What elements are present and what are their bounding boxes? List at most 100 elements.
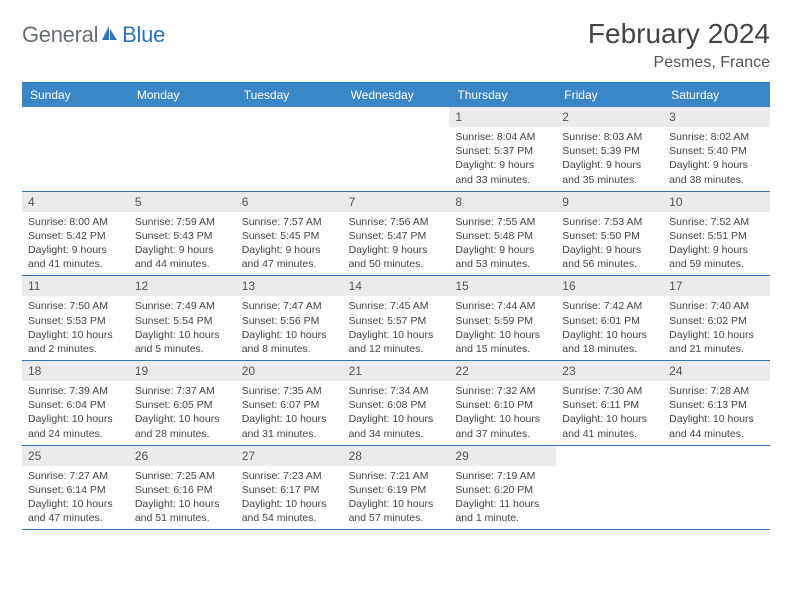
day-details: Sunrise: 7:40 AMSunset: 6:02 PMDaylight:… — [663, 296, 770, 360]
day-number: 5 — [129, 192, 236, 212]
day-number: 27 — [236, 446, 343, 466]
day-cell: 27Sunrise: 7:23 AMSunset: 6:17 PMDayligh… — [236, 446, 343, 530]
brand-part2: Blue — [122, 22, 165, 48]
weeks-container: 1Sunrise: 8:04 AMSunset: 5:37 PMDaylight… — [22, 107, 770, 530]
day-details: Sunrise: 7:57 AMSunset: 5:45 PMDaylight:… — [236, 212, 343, 276]
day-details: Sunrise: 7:49 AMSunset: 5:54 PMDaylight:… — [129, 296, 236, 360]
calendar-grid: SundayMondayTuesdayWednesdayThursdayFrid… — [22, 82, 770, 530]
day-cell — [556, 446, 663, 530]
day-cell — [236, 107, 343, 191]
day-cell: 22Sunrise: 7:32 AMSunset: 6:10 PMDayligh… — [449, 361, 556, 445]
calendar-page: General Blue February 2024 Pesmes, Franc… — [0, 0, 792, 540]
day-details: Sunrise: 7:52 AMSunset: 5:51 PMDaylight:… — [663, 212, 770, 276]
weekday-header: SundayMondayTuesdayWednesdayThursdayFrid… — [22, 83, 770, 107]
day-number: 10 — [663, 192, 770, 212]
day-cell: 18Sunrise: 7:39 AMSunset: 6:04 PMDayligh… — [22, 361, 129, 445]
day-details: Sunrise: 7:53 AMSunset: 5:50 PMDaylight:… — [556, 212, 663, 276]
week-row: 11Sunrise: 7:50 AMSunset: 5:53 PMDayligh… — [22, 276, 770, 361]
day-cell: 6Sunrise: 7:57 AMSunset: 5:45 PMDaylight… — [236, 192, 343, 276]
day-cell: 28Sunrise: 7:21 AMSunset: 6:19 PMDayligh… — [343, 446, 450, 530]
weekday-label: Wednesday — [343, 83, 450, 107]
day-details: Sunrise: 7:47 AMSunset: 5:56 PMDaylight:… — [236, 296, 343, 360]
day-number: 15 — [449, 276, 556, 296]
day-details: Sunrise: 7:42 AMSunset: 6:01 PMDaylight:… — [556, 296, 663, 360]
day-number: 21 — [343, 361, 450, 381]
day-cell: 20Sunrise: 7:35 AMSunset: 6:07 PMDayligh… — [236, 361, 343, 445]
day-cell: 9Sunrise: 7:53 AMSunset: 5:50 PMDaylight… — [556, 192, 663, 276]
day-number: 1 — [449, 107, 556, 127]
day-number: 13 — [236, 276, 343, 296]
day-cell: 25Sunrise: 7:27 AMSunset: 6:14 PMDayligh… — [22, 446, 129, 530]
day-number: 16 — [556, 276, 663, 296]
day-cell: 14Sunrise: 7:45 AMSunset: 5:57 PMDayligh… — [343, 276, 450, 360]
day-number: 11 — [22, 276, 129, 296]
day-details: Sunrise: 7:23 AMSunset: 6:17 PMDaylight:… — [236, 466, 343, 530]
day-number: 7 — [343, 192, 450, 212]
day-cell — [663, 446, 770, 530]
day-number: 12 — [129, 276, 236, 296]
day-details: Sunrise: 7:19 AMSunset: 6:20 PMDaylight:… — [449, 466, 556, 530]
day-cell — [343, 107, 450, 191]
day-cell: 24Sunrise: 7:28 AMSunset: 6:13 PMDayligh… — [663, 361, 770, 445]
day-details: Sunrise: 7:25 AMSunset: 6:16 PMDaylight:… — [129, 466, 236, 530]
day-cell: 5Sunrise: 7:59 AMSunset: 5:43 PMDaylight… — [129, 192, 236, 276]
day-details: Sunrise: 8:00 AMSunset: 5:42 PMDaylight:… — [22, 212, 129, 276]
day-number: 26 — [129, 446, 236, 466]
week-row: 25Sunrise: 7:27 AMSunset: 6:14 PMDayligh… — [22, 446, 770, 531]
day-cell: 2Sunrise: 8:03 AMSunset: 5:39 PMDaylight… — [556, 107, 663, 191]
title-block: February 2024 Pesmes, France — [588, 18, 770, 72]
day-details: Sunrise: 7:59 AMSunset: 5:43 PMDaylight:… — [129, 212, 236, 276]
day-cell: 15Sunrise: 7:44 AMSunset: 5:59 PMDayligh… — [449, 276, 556, 360]
day-cell: 19Sunrise: 7:37 AMSunset: 6:05 PMDayligh… — [129, 361, 236, 445]
day-details: Sunrise: 7:35 AMSunset: 6:07 PMDaylight:… — [236, 381, 343, 445]
weekday-label: Thursday — [449, 83, 556, 107]
day-cell: 21Sunrise: 7:34 AMSunset: 6:08 PMDayligh… — [343, 361, 450, 445]
day-number: 6 — [236, 192, 343, 212]
brand-logo: General Blue — [22, 22, 165, 48]
day-details: Sunrise: 7:50 AMSunset: 5:53 PMDaylight:… — [22, 296, 129, 360]
day-details: Sunrise: 7:56 AMSunset: 5:47 PMDaylight:… — [343, 212, 450, 276]
day-details: Sunrise: 7:44 AMSunset: 5:59 PMDaylight:… — [449, 296, 556, 360]
day-cell: 4Sunrise: 8:00 AMSunset: 5:42 PMDaylight… — [22, 192, 129, 276]
weekday-label: Sunday — [22, 83, 129, 107]
day-cell — [22, 107, 129, 191]
day-number: 17 — [663, 276, 770, 296]
day-number: 24 — [663, 361, 770, 381]
day-number: 29 — [449, 446, 556, 466]
day-details: Sunrise: 8:02 AMSunset: 5:40 PMDaylight:… — [663, 127, 770, 191]
day-details: Sunrise: 7:45 AMSunset: 5:57 PMDaylight:… — [343, 296, 450, 360]
day-number: 20 — [236, 361, 343, 381]
day-cell: 13Sunrise: 7:47 AMSunset: 5:56 PMDayligh… — [236, 276, 343, 360]
weekday-label: Monday — [129, 83, 236, 107]
day-details: Sunrise: 7:27 AMSunset: 6:14 PMDaylight:… — [22, 466, 129, 530]
day-cell: 3Sunrise: 8:02 AMSunset: 5:40 PMDaylight… — [663, 107, 770, 191]
weekday-label: Tuesday — [236, 83, 343, 107]
day-cell: 16Sunrise: 7:42 AMSunset: 6:01 PMDayligh… — [556, 276, 663, 360]
day-number: 14 — [343, 276, 450, 296]
sail-icon — [101, 24, 119, 47]
day-cell: 29Sunrise: 7:19 AMSunset: 6:20 PMDayligh… — [449, 446, 556, 530]
day-details: Sunrise: 7:30 AMSunset: 6:11 PMDaylight:… — [556, 381, 663, 445]
day-details: Sunrise: 8:03 AMSunset: 5:39 PMDaylight:… — [556, 127, 663, 191]
day-details: Sunrise: 7:39 AMSunset: 6:04 PMDaylight:… — [22, 381, 129, 445]
weekday-label: Saturday — [663, 83, 770, 107]
day-cell: 12Sunrise: 7:49 AMSunset: 5:54 PMDayligh… — [129, 276, 236, 360]
day-number: 2 — [556, 107, 663, 127]
brand-part1: General — [22, 22, 98, 48]
weekday-label: Friday — [556, 83, 663, 107]
day-details: Sunrise: 7:55 AMSunset: 5:48 PMDaylight:… — [449, 212, 556, 276]
day-number: 3 — [663, 107, 770, 127]
day-number: 28 — [343, 446, 450, 466]
day-details: Sunrise: 8:04 AMSunset: 5:37 PMDaylight:… — [449, 127, 556, 191]
week-row: 4Sunrise: 8:00 AMSunset: 5:42 PMDaylight… — [22, 192, 770, 277]
month-title: February 2024 — [588, 18, 770, 50]
day-cell: 23Sunrise: 7:30 AMSunset: 6:11 PMDayligh… — [556, 361, 663, 445]
day-details: Sunrise: 7:32 AMSunset: 6:10 PMDaylight:… — [449, 381, 556, 445]
day-details: Sunrise: 7:21 AMSunset: 6:19 PMDaylight:… — [343, 466, 450, 530]
day-cell: 10Sunrise: 7:52 AMSunset: 5:51 PMDayligh… — [663, 192, 770, 276]
day-number: 22 — [449, 361, 556, 381]
day-details: Sunrise: 7:34 AMSunset: 6:08 PMDaylight:… — [343, 381, 450, 445]
day-number: 18 — [22, 361, 129, 381]
day-cell: 11Sunrise: 7:50 AMSunset: 5:53 PMDayligh… — [22, 276, 129, 360]
day-cell: 26Sunrise: 7:25 AMSunset: 6:16 PMDayligh… — [129, 446, 236, 530]
